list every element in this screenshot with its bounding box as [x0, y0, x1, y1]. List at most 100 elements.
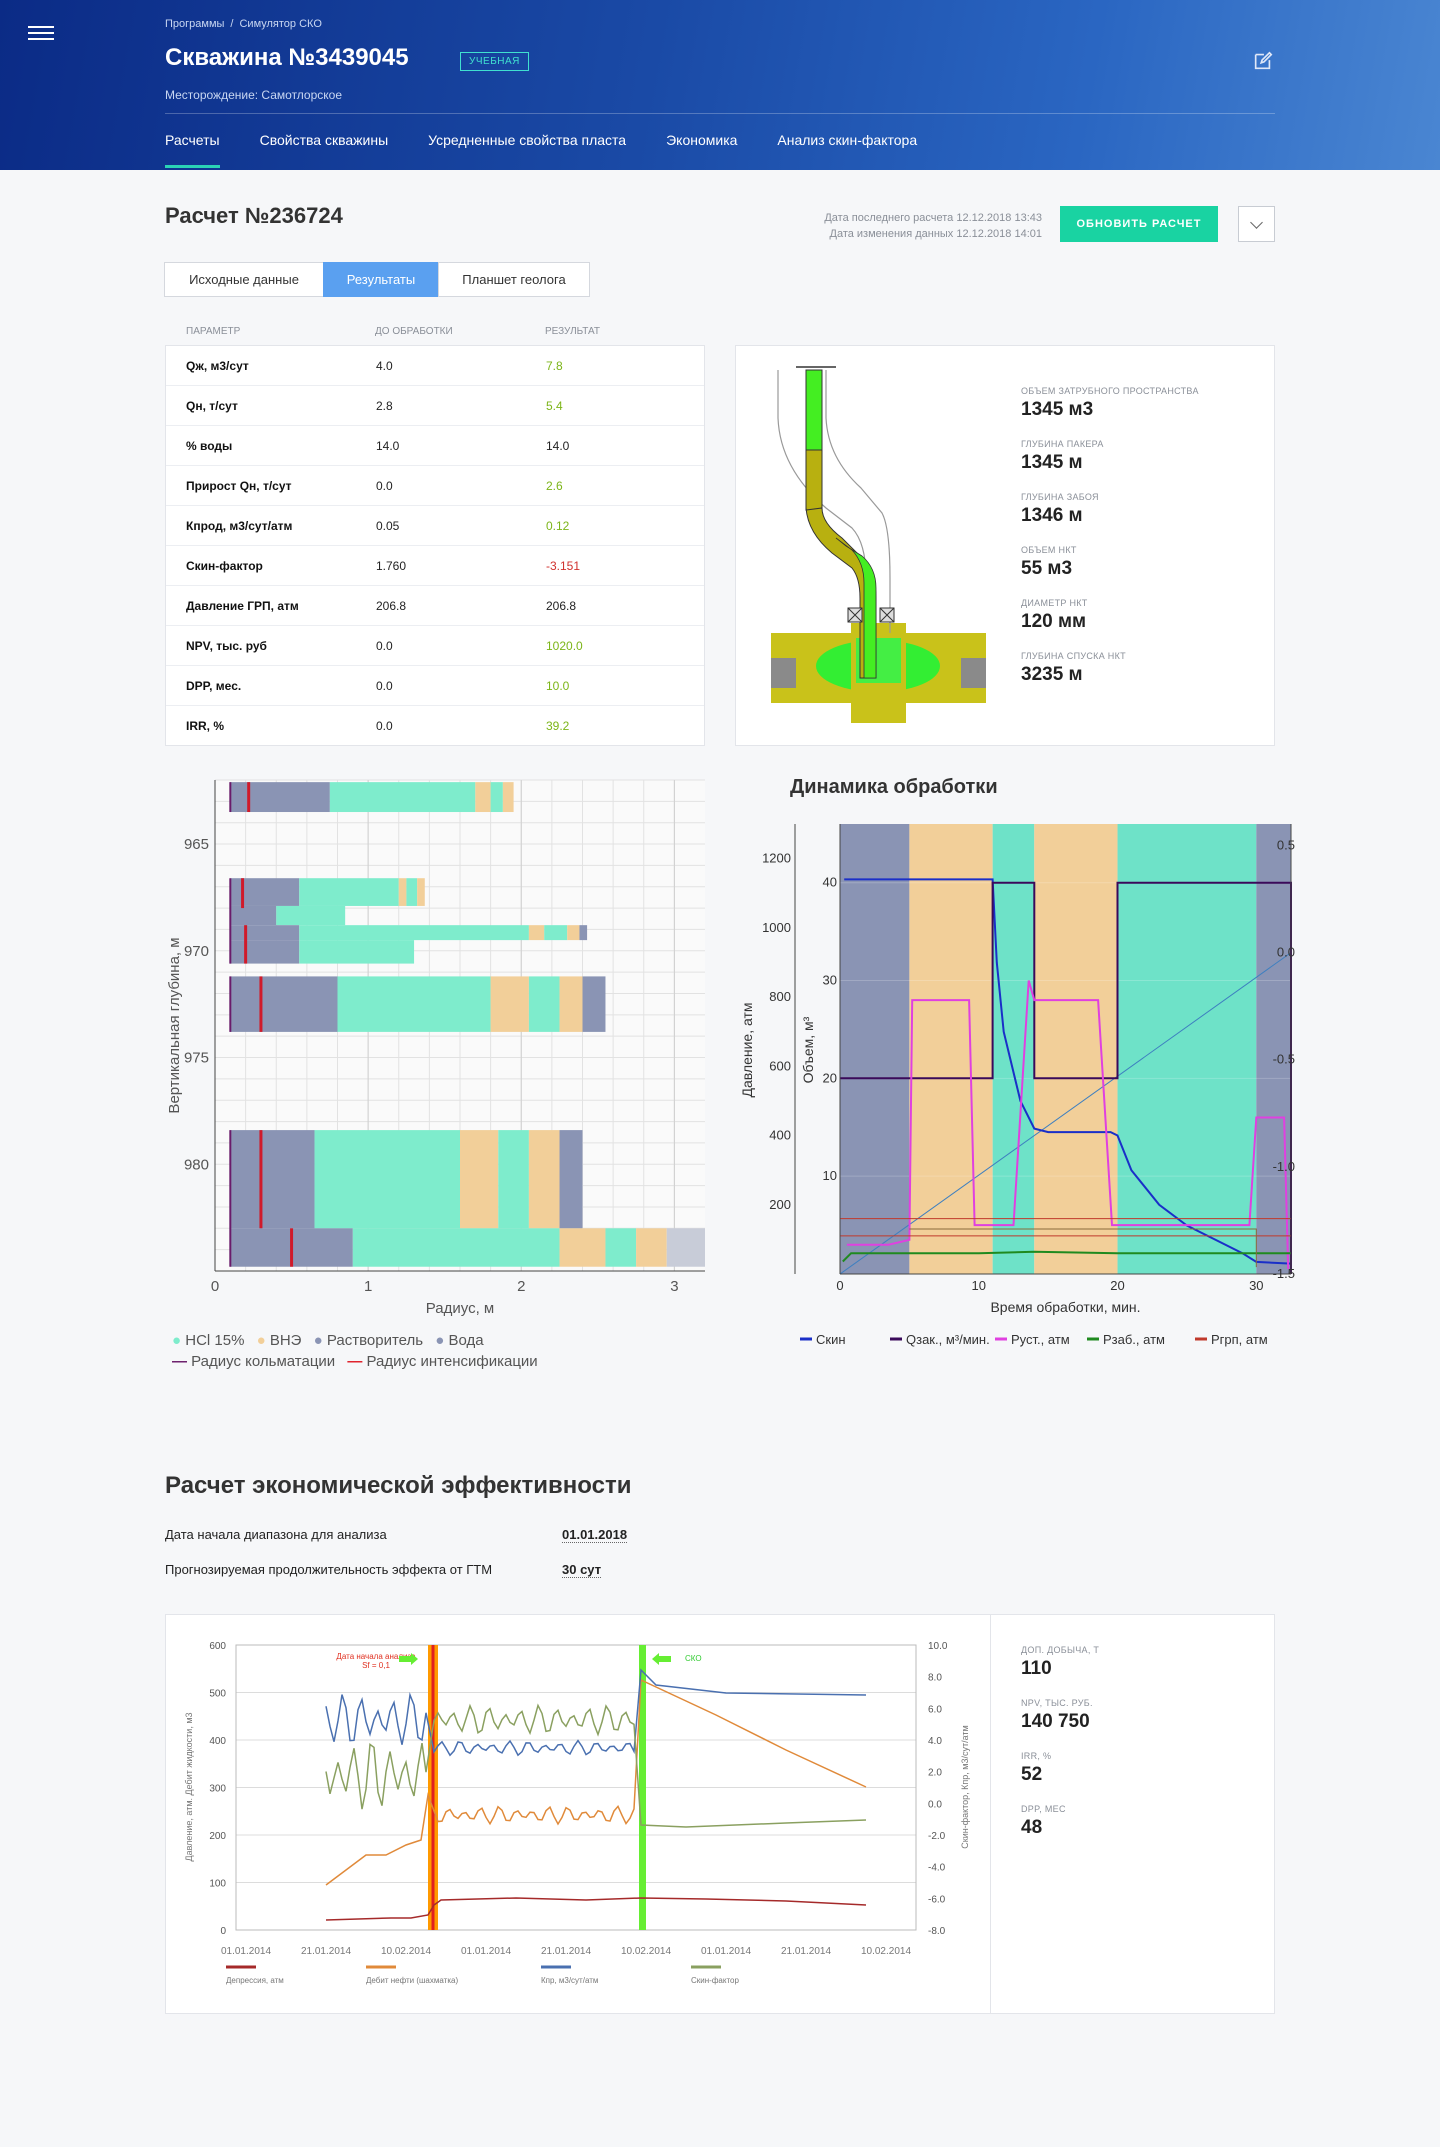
tab-economics[interactable]: Экономика: [666, 132, 738, 148]
band-segment: [636, 1228, 667, 1267]
legend-label: Радиус интенсификации: [366, 1353, 538, 1370]
depth-radius-chart: 0 1 2 3 965 970 975 980 Радиус, м Вертикальная гл…: [166, 779, 705, 1317]
band-segment: [230, 905, 277, 926]
econ-metric: ДОП. ДОБЫЧА, Т 110: [1021, 1645, 1099, 1698]
update-calc-button[interactable]: ОБНОВИТЬ РАСЧЕТ: [1060, 206, 1218, 242]
param-result: 10.0: [546, 679, 570, 693]
calc-dates: Дата последнего расчета 12.12.2018 13:43…: [760, 210, 1042, 242]
col-before: ДО ОБРАБОТКИ: [375, 326, 453, 337]
y-tick-label: -1.0: [1273, 1159, 1295, 1174]
tab-reservoir-properties[interactable]: Усредненные свойства пласта: [428, 132, 627, 148]
depth-chart-legend: ● HCl 15% ● ВНЭ ● Растворитель ● Вода — …: [172, 1332, 732, 1370]
wellhead-pressure-line: [846, 980, 1290, 1270]
band-segment: [528, 976, 560, 1032]
start-marker-core: [431, 1645, 435, 1930]
diag-line: [839, 952, 1292, 1275]
econ-metrics: ДОП. ДОБЫЧА, Т 110 NPV, ТЫС. РУБ. 140 750 IR…: [1021, 1645, 1099, 1857]
legend-label: ВНЭ: [269, 1332, 302, 1349]
econ-metric-label: NPV, ТЫС. РУБ.: [1021, 1698, 1093, 1708]
band-segment: [528, 925, 545, 941]
y-tick-label: 800: [769, 989, 791, 1004]
table-row: Скин-фактор 1.760 -3.151: [166, 546, 704, 586]
band-segment: [475, 782, 491, 813]
param-result: 14.0: [546, 439, 570, 453]
x-tick-label: 01.01.2014: [461, 1946, 511, 1957]
y-tick-label: 1000: [762, 920, 791, 935]
y-axis-label: Объем, м³: [800, 1016, 816, 1083]
duration-field[interactable]: 30 сут: [562, 1562, 602, 1578]
well-info-label: ГЛУБИНА СПУСКА НКТ: [1021, 651, 1126, 661]
param-name: Давление ГРП, атм: [186, 599, 299, 613]
param-before: 0.05: [376, 519, 400, 533]
legend-label: Рзаб., атм: [1103, 1332, 1165, 1347]
well-info-item: ГЛУБИНА ПАКЕРА 1345 м: [1021, 439, 1199, 492]
band-segment: [559, 1228, 606, 1267]
param-before: 1.760: [376, 559, 407, 573]
legend-label: Qзак., м³/мин.: [906, 1332, 990, 1347]
y-tick-label: -1.5: [1273, 1266, 1295, 1281]
legend-label: Скин-фактор: [691, 1976, 739, 1985]
legend-label: Депрессия, атм: [226, 1976, 284, 1985]
legend-label: Радиус кольматации: [191, 1353, 336, 1370]
param-result: 2.6: [546, 479, 563, 493]
param-result: 5.4: [546, 399, 563, 413]
subtab-input-data[interactable]: Исходные данные: [164, 262, 324, 297]
legend-label: Вода: [448, 1332, 484, 1349]
well-schematic-panel: ОБЪЕМ ЗАТРУБНОГО ПРОСТРАНСТВА 1345 м3 ГЛУБ…: [735, 345, 1275, 746]
chevron-down-icon[interactable]: [1238, 206, 1275, 242]
edit-icon[interactable]: [1252, 50, 1274, 72]
header-divider: [165, 113, 1275, 114]
band-segment: [299, 940, 415, 964]
breadcrumb-item-programs[interactable]: Программы: [165, 18, 225, 30]
band-segment: [582, 976, 606, 1032]
param-result: 7.8: [546, 359, 563, 373]
legend-hcl: ● HCl 15%: [172, 1332, 244, 1349]
breadcrumb-separator: /: [230, 18, 234, 30]
legend-intensification: — Радиус интенсификации: [347, 1353, 537, 1370]
tab-well-properties[interactable]: Свойства скважины: [259, 132, 389, 148]
well-info-label: ОБЪЕМ ЗАТРУБНОГО ПРОСТРАНСТВА: [1021, 386, 1199, 396]
econ-metric-value: 48: [1021, 1817, 1043, 1838]
x-tick-label: 21.01.2014: [781, 1946, 831, 1957]
band-segment: [567, 925, 580, 941]
param-name: % воды: [186, 439, 233, 453]
well-info-item: ОБЪЕМ ЗАТРУБНОГО ПРОСТРАНСТВА 1345 м3: [1021, 386, 1199, 439]
y-axis-label: Скин-фактор, Кпр, м3/сут/атм: [960, 1725, 970, 1848]
tab-skin-analysis[interactable]: Анализ скин-фактора: [777, 132, 918, 148]
economics-chart: 0 100 200 300 400 500 600 10.0 8.0 6.0 4.0 2.0 0.0 -2…: [184, 1641, 970, 1985]
last-calc-date: Дата последнего расчета 12.12.2018 13:43: [824, 212, 1042, 224]
y-tick-label: 970: [184, 943, 209, 960]
arrow-icon: [652, 1653, 671, 1665]
stage-band: [1117, 824, 1257, 1274]
y-tick-label: -8.0: [928, 1926, 946, 1937]
well-info-label: ГЛУБИНА ЗАБОЯ: [1021, 492, 1099, 502]
table-row: IRR, % 0.0 39.2: [166, 706, 704, 746]
y-tick-label: 200: [769, 1197, 791, 1212]
band-segment: [528, 1130, 560, 1229]
well-info-item: ГЛУБИНА СПУСКА НКТ 3235 м: [1021, 651, 1199, 704]
subtab-geologist-tablet[interactable]: Планшет геолога: [438, 262, 590, 297]
sko-marker: [639, 1645, 646, 1930]
param-name: DPP, мес.: [186, 679, 242, 693]
subtab-results[interactable]: Результаты: [323, 262, 439, 297]
param-name: IRR, %: [186, 719, 225, 733]
x-tick-label: 10.02.2014: [381, 1946, 431, 1957]
econ-metric-label: IRR, %: [1021, 1751, 1052, 1761]
breadcrumb-item-simulator[interactable]: Симулятор СКО: [239, 18, 322, 30]
table-row: Кпрод, м3/сут/атм 0.05 0.12: [166, 506, 704, 546]
param-before: 0.0: [376, 719, 393, 733]
well-info-label: ДИАМЕТР НКТ: [1021, 598, 1088, 608]
main-tabs: Расчеты Свойства скважины Усредненные св…: [165, 132, 917, 168]
y-tick-label: 40: [823, 875, 837, 890]
legend-solvent: ● Растворитель: [314, 1332, 423, 1349]
stage-band: [992, 824, 1035, 1274]
tab-calculations[interactable]: Расчеты: [165, 132, 220, 168]
page-title: Скважина №3439045: [165, 44, 409, 71]
legend-label: Кпр, м3/сут/атм: [541, 1976, 598, 1985]
y-tick-label: 400: [209, 1736, 226, 1747]
start-date-field[interactable]: 01.01.2018: [562, 1527, 628, 1543]
x-tick-label: 21.01.2014: [541, 1946, 591, 1957]
panel-divider: [990, 1615, 991, 2013]
menu-icon[interactable]: [28, 22, 54, 48]
stage-band: [1034, 824, 1118, 1274]
